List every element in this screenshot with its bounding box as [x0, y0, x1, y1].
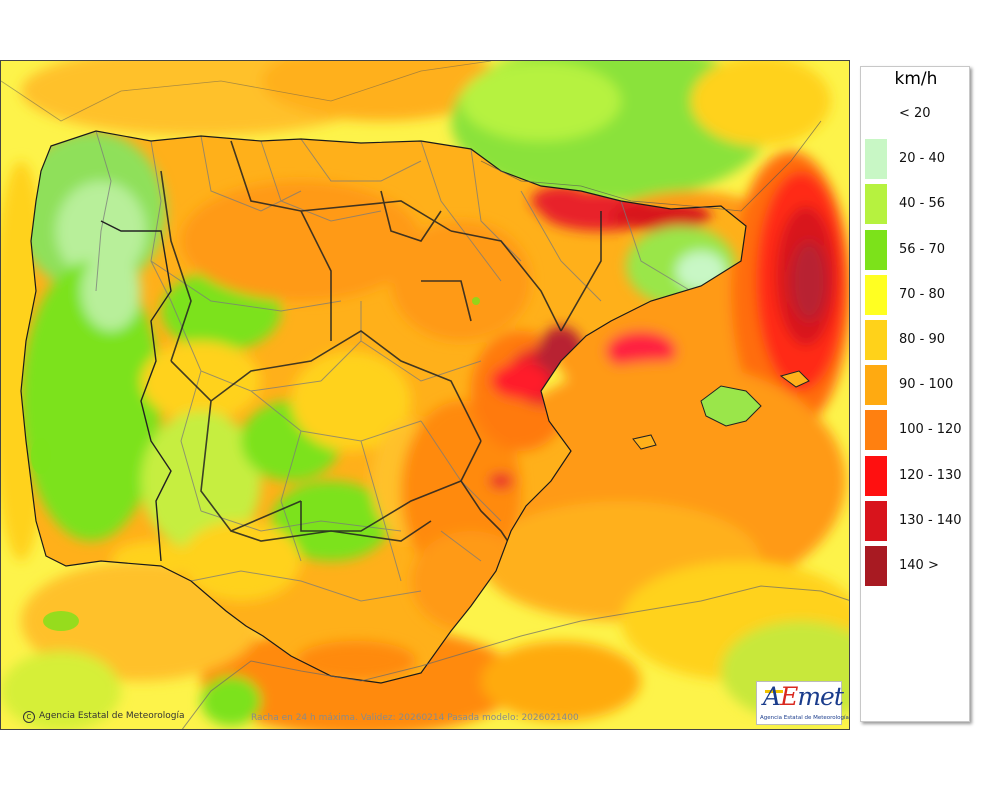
- peninsula-coastline: [20, 130, 747, 684]
- legend-swatch: [865, 229, 887, 270]
- legend-entry: < 20: [865, 94, 969, 134]
- legend-entry: 80 - 90: [865, 320, 969, 360]
- map-area[interactable]: C Agencia Estatal de Meteorología Racha e…: [0, 60, 850, 730]
- credit-line: C Agencia Estatal de Meteorología: [23, 711, 185, 723]
- legend-swatch: [865, 546, 887, 586]
- portugal-spain-border: [100, 220, 172, 562]
- legend-entry: 56 - 70: [865, 229, 969, 270]
- pyrenees-border: [480, 120, 822, 212]
- legend-label: 100 - 120: [899, 422, 962, 438]
- legend-label: 56 - 70: [899, 241, 946, 257]
- legend-label: 90 - 100: [899, 377, 954, 393]
- balearic-islands: [632, 370, 810, 450]
- legend-swatch: [865, 365, 887, 406]
- legend-swatch: [865, 410, 887, 451]
- legend-label: 20 - 40: [899, 151, 946, 167]
- legend-label: 120 - 130: [899, 467, 962, 483]
- credit-text: Agencia Estatal de Meteorología: [39, 711, 185, 721]
- legend-swatch: [865, 274, 887, 315]
- legend-label: 40 - 56: [899, 196, 946, 212]
- legend-label: 80 - 90: [899, 332, 946, 347]
- legend-entry: 40 - 56: [865, 184, 969, 225]
- legend-entry: 90 - 100: [865, 365, 969, 406]
- legend-swatch: [865, 455, 887, 496]
- africa-coastline: [181, 585, 849, 729]
- copyright-icon: C: [23, 711, 35, 723]
- logo-sun-bar: [765, 690, 783, 693]
- legend-entry: 130 - 140: [865, 500, 969, 541]
- validity-text: Racha en 24 h máxima. Validez: 20260214 …: [251, 713, 579, 723]
- legend-entry: 70 - 80: [865, 274, 969, 315]
- aemet-logo: AEmet Agencia Estatal de Meteorología: [756, 681, 849, 725]
- legend-swatch: [865, 139, 887, 180]
- legend-label: 140 >: [899, 558, 939, 573]
- logo-subtitle: Agencia Estatal de Meteorología: [760, 715, 849, 721]
- legend-label: < 20: [899, 106, 931, 121]
- legend-swatch: [865, 320, 887, 360]
- logo-mark: AEmet: [763, 682, 844, 711]
- legend-label: 130 - 140: [899, 512, 962, 528]
- legend-panel: km/h < 20 20 - 40 40 - 56 56 - 70 70 - 80 80 …: [860, 66, 970, 722]
- coastline-france: [1, 61, 492, 122]
- legend-entry: 20 - 40: [865, 139, 969, 180]
- legend-entry: 140 >: [865, 546, 969, 586]
- legend-label: 70 - 80: [899, 286, 946, 302]
- legend-swatch: [865, 184, 887, 225]
- legend-entry: 120 - 130: [865, 455, 969, 496]
- legend-swatch: [865, 500, 887, 541]
- legend-unit: km/h: [894, 69, 938, 89]
- ocean-patches: [31, 297, 480, 631]
- sea-gust-field: [1, 61, 849, 729]
- legend-entry: 100 - 120: [865, 410, 969, 451]
- wind-gust-map: [1, 61, 849, 729]
- legend-swatch: [865, 94, 887, 134]
